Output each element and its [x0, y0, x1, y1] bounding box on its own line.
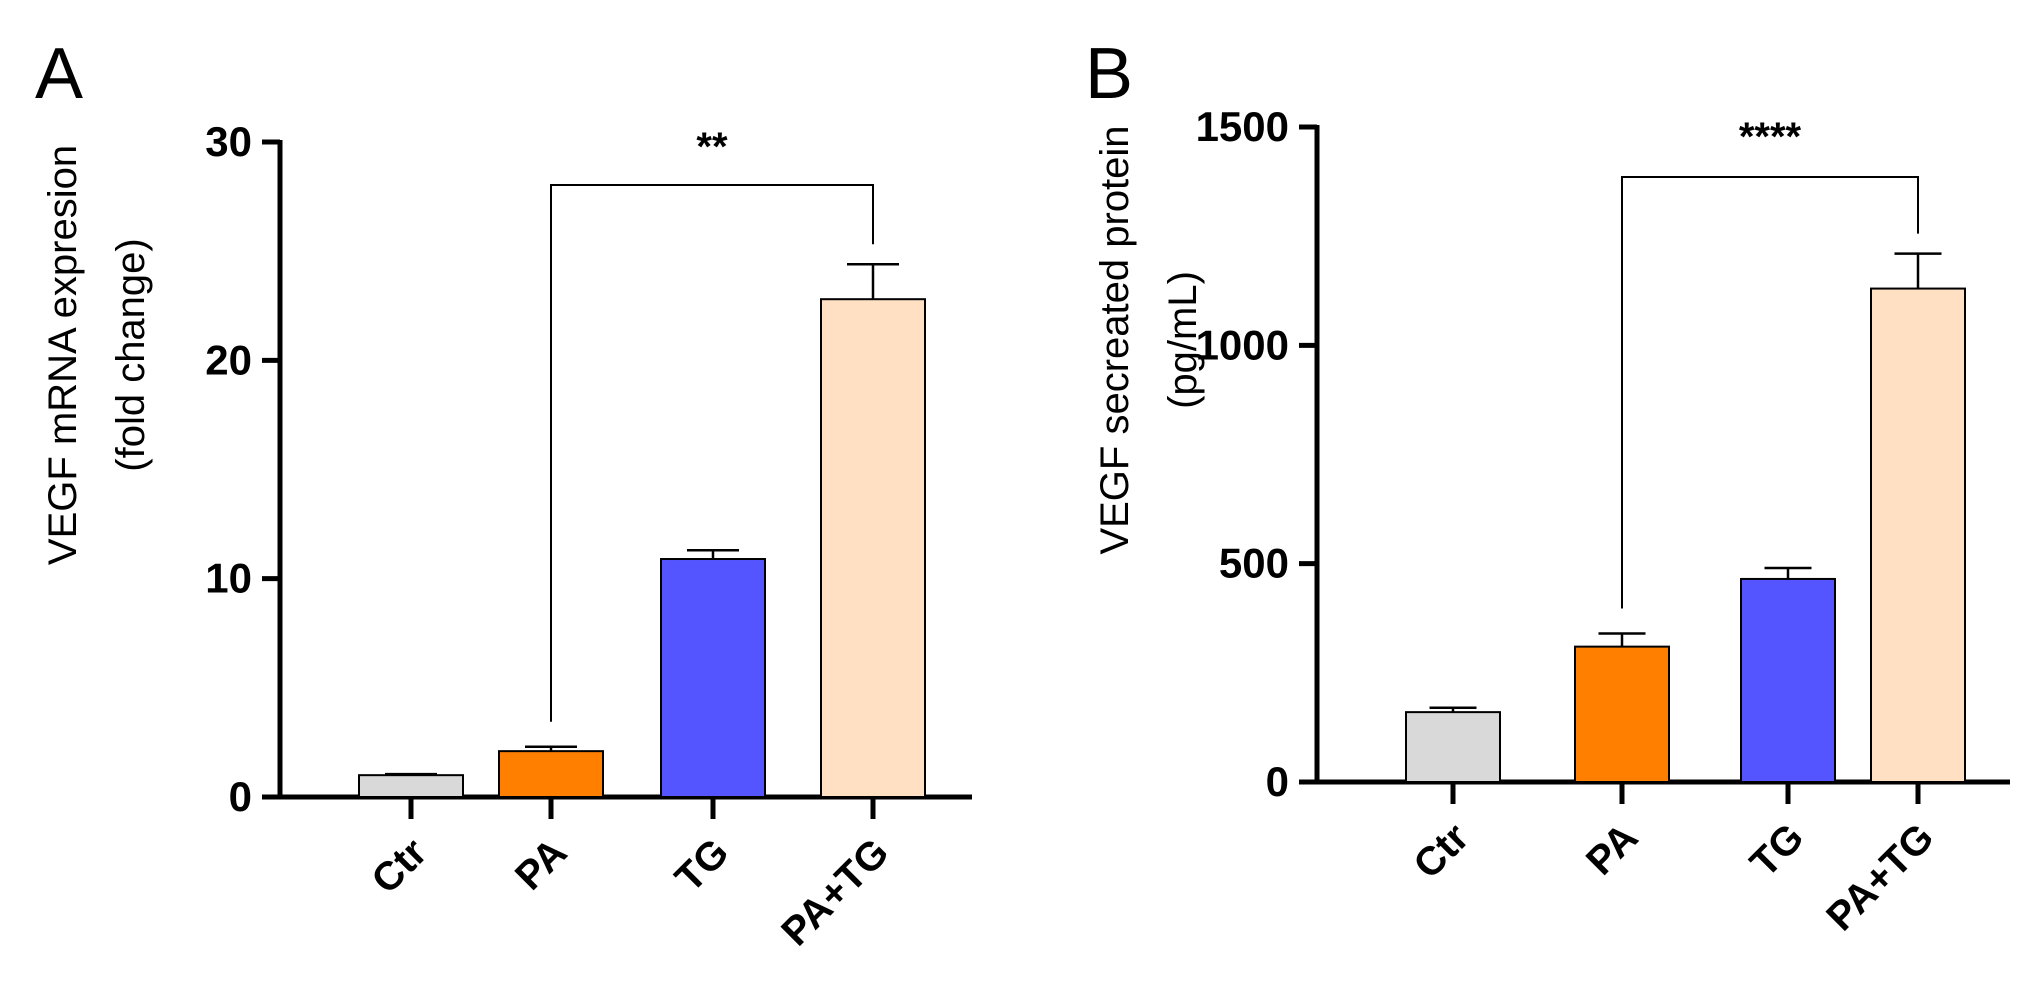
panel-a-bar-2	[660, 558, 766, 798]
panel-b-letter: B	[1085, 34, 1133, 114]
panel-a-ytick-label-0: 0	[229, 773, 252, 820]
panel-b-ytick-label-2: 1000	[1196, 321, 1289, 368]
panel-b-bar-0	[1405, 711, 1501, 784]
panel-b-xtick-label-3: PA+TG	[1818, 815, 1942, 939]
panel-b-ylabel-line2: (pg/mL)	[1161, 271, 1205, 409]
panel-a-ytick-label-3: 30	[205, 118, 252, 165]
panel-b-bar-1	[1574, 645, 1670, 784]
panel-a-significance-bracket	[550, 184, 874, 722]
panel-a-bar-0	[358, 774, 464, 799]
panel-a-xtick-label-2: TG	[667, 830, 737, 900]
panel-a-bar-1	[498, 750, 604, 799]
panel-a-xtick-label-0: Ctr	[363, 830, 435, 902]
panel-b-xtick-label-2: TG	[1742, 815, 1812, 885]
panel-b-ylabel-line1: VEGF secreated protein	[1093, 125, 1137, 554]
panel-a-letter: A	[35, 34, 83, 114]
panel-b-ytick-label-3: 1500	[1196, 103, 1289, 150]
panel-b-bar-3	[1870, 287, 1966, 783]
panel-a-chart: 0 10 20 30 Ctr PA TG PA+TG **	[205, 118, 972, 954]
panel-a-xtick-label-1: PA	[507, 830, 575, 898]
panel-a-ylabel-line2: (fold change)	[109, 238, 153, 471]
panel-a-ytick-label-2: 20	[205, 336, 252, 383]
panel-b-ytick-label-1: 500	[1219, 540, 1289, 587]
panel-a-significance-label: **	[696, 125, 728, 169]
panel-b-bar-2	[1740, 577, 1836, 784]
panel-b-chart: 0 500 1000 1500 Ctr PA TG PA+TG ****	[1196, 103, 2010, 939]
panel-b-significance-bracket	[1621, 176, 1919, 609]
panel-b-xtick-label-0: Ctr	[1405, 815, 1477, 887]
panel-b-xtick-label-1: PA	[1578, 815, 1646, 883]
panel-a-ytick-label-1: 10	[205, 555, 252, 602]
panel-a-ylabel-line1: VEGF mRNA expresion	[41, 145, 85, 565]
panel-a-bar-3	[820, 298, 926, 798]
panel-b-significance-label: ****	[1739, 115, 1802, 159]
panel-b-ytick-label-0: 0	[1266, 758, 1289, 805]
panel-a-xtick-label-3: PA+TG	[773, 830, 897, 954]
